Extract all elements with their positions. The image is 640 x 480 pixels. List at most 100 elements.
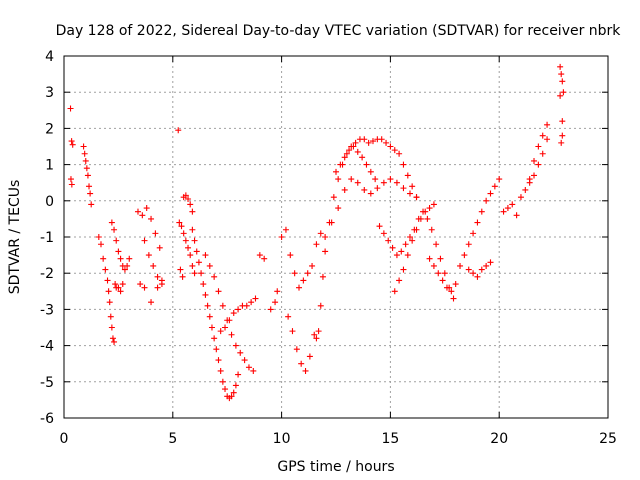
data-point <box>117 288 124 295</box>
data-point <box>335 205 342 212</box>
data-point <box>378 136 385 143</box>
data-point <box>111 226 118 233</box>
data-point <box>387 143 394 150</box>
data-point <box>437 255 444 262</box>
data-point <box>522 186 529 193</box>
data-point <box>109 335 116 342</box>
data-point <box>433 241 440 248</box>
data-point <box>115 284 122 291</box>
data-point <box>211 335 218 342</box>
data-point <box>350 143 357 150</box>
data-point <box>461 252 468 259</box>
data-point <box>400 266 407 273</box>
data-point <box>450 295 457 302</box>
data-point <box>100 255 107 262</box>
data-point <box>108 219 115 226</box>
data-point <box>539 150 546 157</box>
data-point <box>150 262 157 269</box>
data-point <box>361 186 368 193</box>
data-point <box>154 273 161 280</box>
x-tick-label: 10 <box>273 431 291 447</box>
data-point <box>404 252 411 259</box>
data-point <box>206 313 213 320</box>
data-point <box>348 176 355 183</box>
y-tick-labels: -6 -5 -4 -3 -2 -1 0 1 2 3 4 <box>40 49 54 427</box>
data-point <box>235 371 242 378</box>
data-point <box>178 223 185 230</box>
data-point <box>117 255 124 262</box>
data-point <box>102 266 109 273</box>
data-point <box>119 281 126 288</box>
data-point <box>406 234 413 240</box>
data-point <box>393 179 400 186</box>
data-point <box>304 270 311 277</box>
data-point <box>126 255 133 262</box>
data-point <box>293 346 300 353</box>
data-point <box>409 183 416 190</box>
data-point <box>177 266 184 273</box>
data-point <box>509 201 516 208</box>
data-point <box>448 288 455 295</box>
data-point <box>219 378 226 385</box>
data-point <box>175 127 182 134</box>
data-point <box>298 360 305 367</box>
data-point <box>330 194 337 201</box>
data-point <box>487 259 494 266</box>
data-point <box>115 248 122 255</box>
data-point <box>322 248 329 255</box>
data-point <box>105 288 112 295</box>
data-point <box>544 121 551 128</box>
data-point <box>80 143 87 150</box>
data-point <box>191 237 198 244</box>
data-point <box>328 219 335 226</box>
data-point <box>383 139 390 146</box>
data-point <box>232 382 239 389</box>
data-point <box>208 324 215 331</box>
data-point <box>389 244 396 251</box>
data-point <box>206 262 213 269</box>
data-point <box>272 299 279 306</box>
data-point <box>124 262 131 269</box>
grid-lines <box>64 56 608 418</box>
data-point <box>134 208 141 215</box>
data-point <box>141 284 148 291</box>
x-tick-label: 15 <box>381 431 399 447</box>
x-axis-label: GPS time / hours <box>277 459 394 475</box>
data-point <box>474 219 481 226</box>
data-point <box>400 185 407 192</box>
data-point <box>372 176 379 183</box>
data-point <box>261 255 268 262</box>
data-point <box>237 349 244 356</box>
data-point <box>361 136 368 143</box>
data-point <box>559 78 566 85</box>
data-point <box>380 179 387 186</box>
data-point <box>478 266 485 273</box>
data-point <box>417 215 424 222</box>
data-point <box>112 281 119 288</box>
data-point <box>68 181 75 188</box>
y-tick-label: -5 <box>40 375 54 391</box>
data-point <box>544 136 551 143</box>
data-point <box>250 367 257 374</box>
y-tick-label: -4 <box>40 339 54 355</box>
data-point <box>559 132 566 139</box>
data-point <box>81 150 88 157</box>
data-point <box>343 150 350 157</box>
data-point <box>274 288 281 295</box>
x-tick-label: 5 <box>168 431 177 447</box>
data-point <box>483 262 490 269</box>
y-tick-label: 1 <box>45 158 54 174</box>
data-point <box>143 205 150 212</box>
data-point <box>374 185 381 192</box>
data-point <box>557 63 564 70</box>
data-point <box>500 208 507 215</box>
data-point <box>217 367 224 374</box>
data-point <box>217 328 224 335</box>
data-point <box>422 208 429 215</box>
data-point <box>313 335 320 342</box>
data-point <box>241 357 248 364</box>
data-point <box>222 324 229 331</box>
data-point <box>68 138 75 145</box>
data-point <box>228 331 235 338</box>
data-point <box>139 212 146 219</box>
